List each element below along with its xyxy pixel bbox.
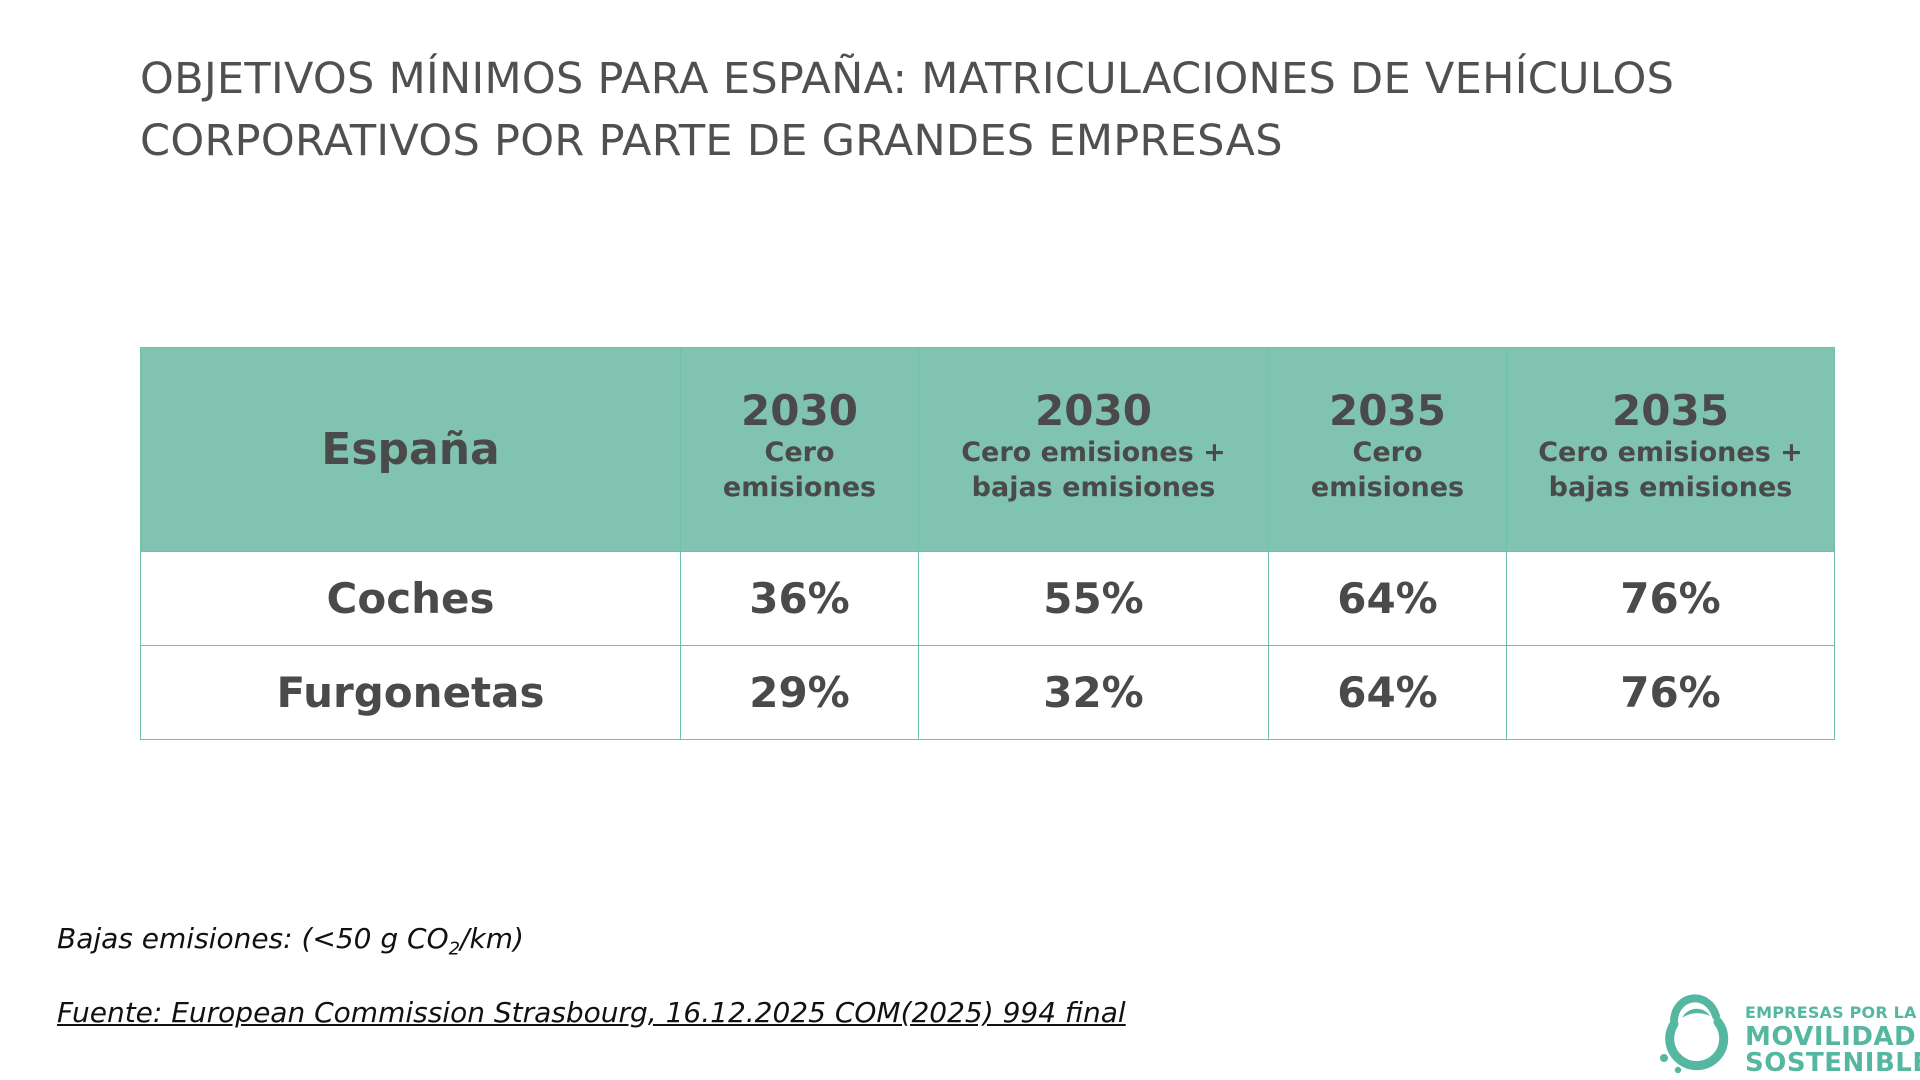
page-title-line-2: CORPORATIVOS POR PARTE DE GRANDES EMPRES… bbox=[140, 116, 1283, 166]
row-label: Coches bbox=[140, 551, 681, 646]
column-year: 2035 bbox=[1612, 385, 1729, 435]
column-header-2030-zero-low: 2030 Cero emisiones + bajas emisiones bbox=[918, 347, 1269, 552]
column-year: 2035 bbox=[1329, 385, 1446, 435]
table-cell: 76% bbox=[1506, 551, 1835, 646]
table-cell: 76% bbox=[1506, 645, 1835, 740]
table-cell: 32% bbox=[918, 645, 1269, 740]
targets-table: España 2030 Cero emisiones 2030 Cero emi… bbox=[140, 347, 1835, 740]
column-header-2035-zero-low: 2035 Cero emisiones + bajas emisiones bbox=[1506, 347, 1835, 552]
logo: EMPRESAS POR LA MOVILIDAD SOSTENIBLE bbox=[1652, 980, 1920, 1080]
logo-emblem-icon bbox=[1660, 994, 1729, 1074]
table-cell: 64% bbox=[1268, 645, 1507, 740]
logo-wordmark: EMPRESAS POR LA MOVILIDAD SOSTENIBLE bbox=[1745, 1003, 1920, 1078]
note-prefix: Bajas emisiones: (<50 g CO bbox=[57, 922, 449, 955]
page-title: OBJETIVOS MÍNIMOS PARA ESPAÑA: MATRICULA… bbox=[140, 48, 1820, 172]
table-cell: 64% bbox=[1268, 551, 1507, 646]
logo-text-line-2: MOVILIDAD bbox=[1745, 1022, 1917, 1052]
table-cell: 29% bbox=[680, 645, 919, 740]
table-cell: 55% bbox=[918, 551, 1269, 646]
column-header-2035-zero: 2035 Cero emisiones bbox=[1268, 347, 1507, 552]
table-row-furgonetas: Furgonetas 29% 32% 64% 76% bbox=[140, 645, 1835, 740]
column-year: 2030 bbox=[1035, 385, 1152, 435]
table-header-row: España 2030 Cero emisiones 2030 Cero emi… bbox=[140, 347, 1835, 552]
country-header: España bbox=[140, 347, 681, 552]
table-row-coches: Coches 36% 55% 64% 76% bbox=[140, 551, 1835, 646]
logo-text-line-3: SOSTENIBLE bbox=[1745, 1048, 1920, 1078]
source-link[interactable]: Fuente: European Commission Strasbourg, … bbox=[57, 996, 1126, 1029]
low-emissions-note: Bajas emisiones: (<50 g CO2/km) bbox=[57, 922, 524, 960]
column-year: 2030 bbox=[741, 385, 858, 435]
column-label: Cero emisiones + bajas emisiones bbox=[1538, 436, 1803, 503]
column-label: Cero emisiones bbox=[722, 436, 877, 503]
column-label: Cero emisiones bbox=[1310, 436, 1465, 503]
column-label: Cero emisiones + bajas emisiones bbox=[961, 436, 1226, 503]
table-cell: 36% bbox=[680, 551, 919, 646]
note-suffix: /km) bbox=[460, 922, 524, 955]
row-label: Furgonetas bbox=[140, 645, 681, 740]
note-subscript: 2 bbox=[448, 938, 461, 960]
page-title-line-1: OBJETIVOS MÍNIMOS PARA ESPAÑA: MATRICULA… bbox=[140, 54, 1675, 104]
logo-text-line-1: EMPRESAS POR LA bbox=[1745, 1003, 1917, 1022]
column-header-2030-zero: 2030 Cero emisiones bbox=[680, 347, 919, 552]
